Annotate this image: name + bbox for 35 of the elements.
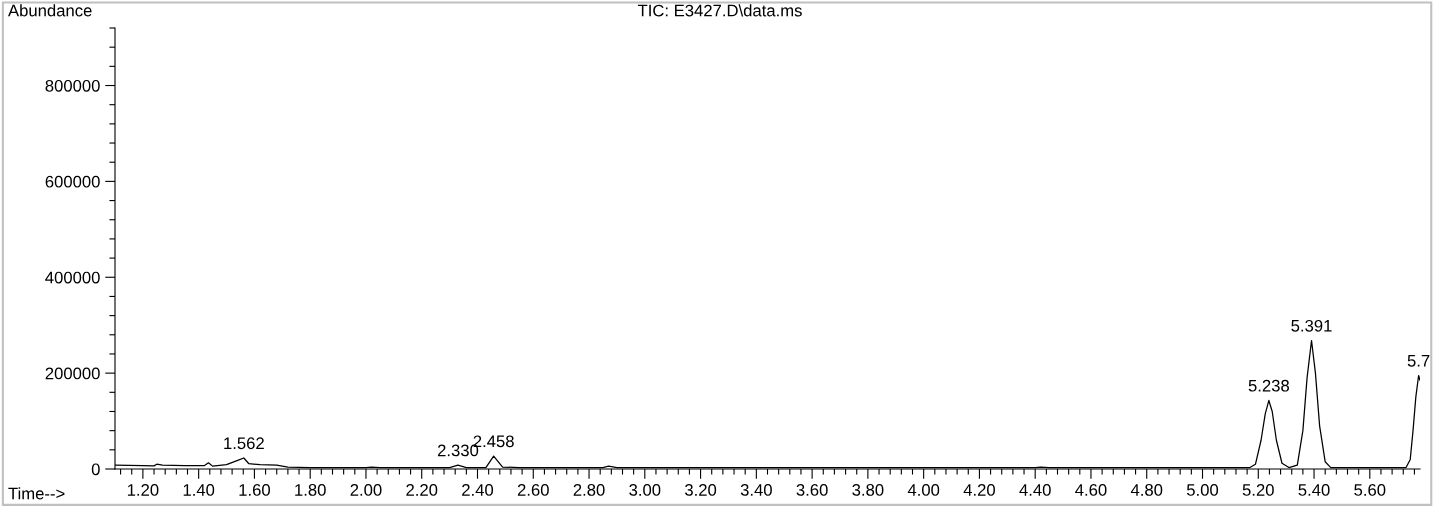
x-tick-label: 2.00 bbox=[350, 484, 382, 496]
y-tick-label: 600000 bbox=[45, 175, 100, 188]
x-tick-label: 1.80 bbox=[295, 484, 326, 496]
x-tick-label: 1.60 bbox=[239, 484, 270, 496]
x-tick-label: 3.40 bbox=[740, 484, 772, 496]
y-tick-label: 800000 bbox=[45, 79, 100, 92]
x-tick-label: 3.20 bbox=[684, 484, 717, 496]
x-tick-label: 4.20 bbox=[963, 484, 995, 496]
annotation: 5.238 bbox=[1248, 379, 1289, 392]
x-tick-label: 3.80 bbox=[852, 484, 884, 496]
x-tick-label: 5.40 bbox=[1298, 484, 1330, 496]
y-tick-label: 0 bbox=[91, 463, 100, 476]
x-tick-label: 4.80 bbox=[1130, 484, 1163, 496]
chart-title: TIC: E3427.D\data.ms bbox=[637, 4, 802, 17]
x-tick-label: 5.20 bbox=[1242, 484, 1274, 496]
annotation: 5.7 bbox=[1407, 355, 1430, 367]
x-tick-label: 3.00 bbox=[629, 484, 661, 496]
x-axis-title: Time--> bbox=[8, 487, 65, 500]
x-tick-label: 1.20 bbox=[127, 484, 159, 496]
x-tick-label: 2.60 bbox=[517, 484, 549, 496]
x-tick-label: 4.60 bbox=[1075, 484, 1107, 496]
x-tick-label: 2.20 bbox=[406, 484, 438, 496]
x-tick-label: 5.00 bbox=[1186, 484, 1219, 496]
y-axis-title: Abundance bbox=[8, 4, 92, 17]
x-tick-label: 4.40 bbox=[1019, 484, 1051, 496]
x-tick-label: 2.80 bbox=[573, 484, 605, 496]
y-tick-label: 400000 bbox=[45, 271, 100, 284]
x-tick-label: 4.00 bbox=[907, 484, 940, 496]
y-tick-label: 200000 bbox=[45, 367, 100, 380]
x-tick-label: 3.60 bbox=[796, 484, 828, 496]
annotation: 1.562 bbox=[224, 437, 264, 450]
x-tick-label: 5.60 bbox=[1354, 484, 1386, 496]
annotation: 5.391 bbox=[1291, 319, 1332, 332]
x-tick-label: 2.40 bbox=[462, 484, 494, 496]
x-tick-label: 1.40 bbox=[183, 484, 215, 496]
